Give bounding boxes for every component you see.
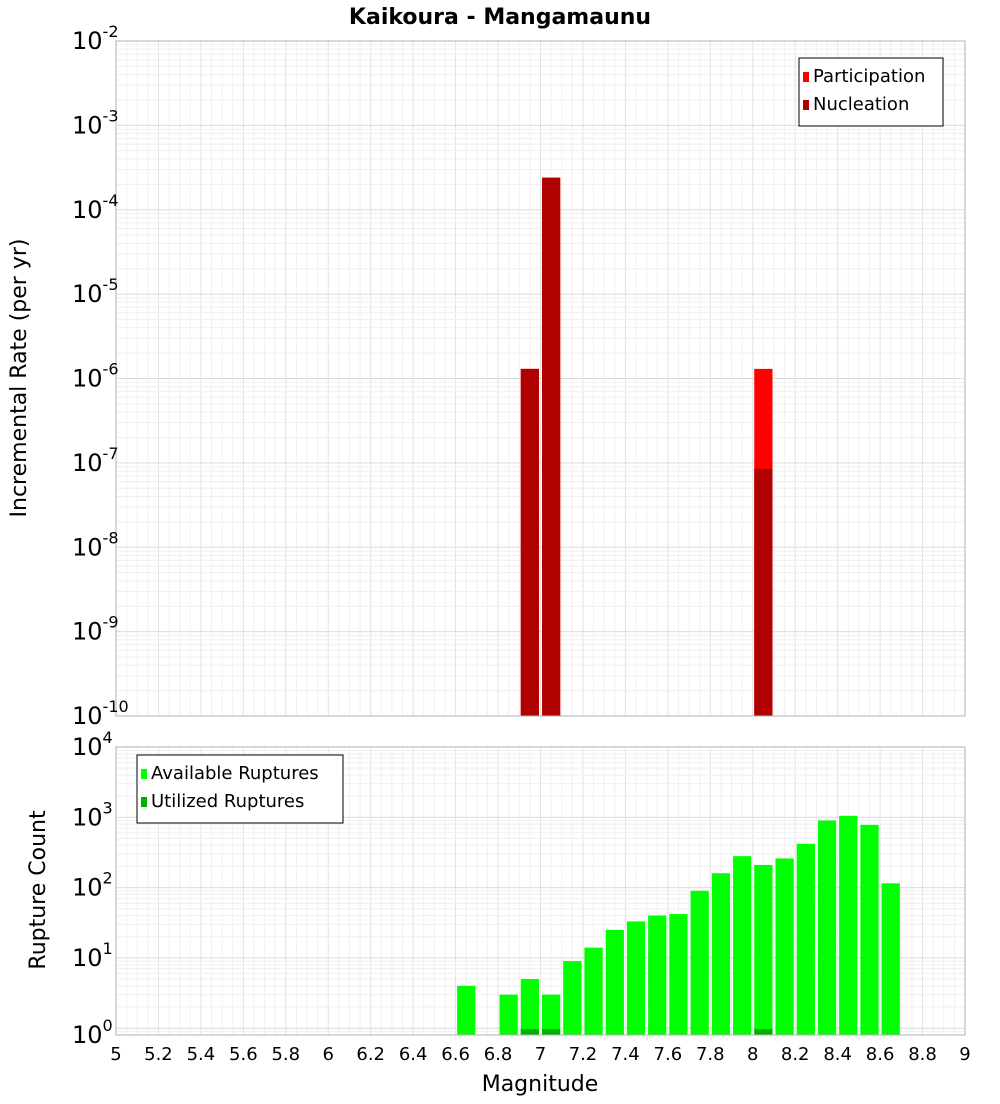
x-tick-label: 6.2 [356,1044,385,1065]
x-tick-label: 8.8 [908,1044,937,1065]
count-bar-available-ruptures [775,858,794,1035]
count-bar-available-ruptures [733,856,752,1035]
rate-bar-nucleation [520,368,539,716]
x-tick-label: 7.6 [654,1044,683,1065]
x-tick-label: 7.4 [611,1044,640,1065]
x-tick-label: 5.6 [229,1044,258,1065]
count-y-tick-label: 102 [72,869,113,902]
count-y-tick-label: 103 [72,798,113,831]
x-tick-label: 7.2 [569,1044,598,1065]
y-axis-label-rate: Incremental Rate (per yr) [7,239,32,518]
x-tick-label: 8 [747,1044,758,1065]
count-bar-available-ruptures [499,994,518,1035]
count-bar-utilized-ruptures [754,1029,773,1035]
x-tick-label: 6.8 [484,1044,513,1065]
count-bar-available-ruptures [669,914,688,1035]
count-bar-available-ruptures [690,890,709,1035]
rate-y-tick-label: 10-4 [72,191,119,224]
x-tick-label: 8.4 [823,1044,852,1065]
count-legend-label: Utilized Ruptures [151,791,304,812]
rate-legend-label: Participation [813,66,925,87]
count-legend-box [136,754,344,824]
count-y-tick-label: 104 [72,728,113,761]
count-bar-available-ruptures [626,921,646,1035]
count-bar-utilized-ruptures [542,1029,561,1035]
rate-y-tick-label: 10-8 [72,528,119,561]
x-tick-label: 7.8 [696,1044,725,1065]
count-bar-available-ruptures [817,820,837,1035]
count-bar-available-ruptures [860,824,879,1035]
rate-legend-box [798,57,944,127]
count-bar-available-ruptures [605,929,624,1035]
x-tick-label: 6.4 [399,1044,428,1065]
count-legend-swatch [141,797,147,807]
rate-y-tick-label: 10-5 [72,275,119,308]
count-bar-available-ruptures [457,985,476,1035]
count-bar-available-ruptures [711,873,731,1035]
x-tick-label: 5.2 [144,1044,173,1065]
x-axis-label-magnitude: Magnitude [482,1072,599,1097]
rate-legend-swatch [803,100,809,110]
x-tick-label: 9 [959,1044,970,1065]
count-bar-utilized-ruptures [520,1029,539,1035]
count-bar-available-ruptures [584,947,603,1035]
rate-plot-border [115,40,966,717]
rate-y-tick-label: 10-6 [72,360,119,393]
rate-y-tick-label: 10-7 [72,444,119,477]
rate-bar-nucleation [542,177,561,716]
count-bar-available-ruptures [563,961,582,1035]
count-legend-label: Available Ruptures [151,763,319,784]
x-tick-label: 8.6 [866,1044,895,1065]
count-plot-border [115,746,966,1036]
count-bar-available-ruptures [542,994,561,1035]
rate-y-tick-label: 10-2 [72,22,119,55]
count-y-tick-label: 101 [72,939,113,972]
rate-legend-label: Nucleation [813,94,909,115]
count-bar-available-ruptures [796,843,815,1035]
chart-title: Kaikoura - Mangamaunu [349,5,651,30]
x-tick-label: 5.4 [187,1044,216,1065]
plot-layer: 10-10 10-9 10-8 10-7 10-6 10-5 10-4 10-3 10-2 Par… [72,22,971,1065]
count-bar-available-ruptures [648,915,667,1035]
rate-y-tick-label: 10-3 [72,106,119,139]
y-axis-label-count: Rupture Count [26,810,51,970]
count-bar-available-ruptures [520,979,539,1035]
x-tick-label: 5 [110,1044,121,1065]
count-bar-available-ruptures [839,815,858,1035]
rate-y-tick-label: 10-9 [72,613,119,646]
rate-bar-nucleation [754,468,773,716]
count-y-tick-label: 100 [72,1016,113,1049]
rate-legend-swatch [803,72,809,82]
count-legend-swatch [141,769,147,779]
x-tick-label: 5.8 [271,1044,300,1065]
x-tick-label: 6.6 [441,1044,470,1065]
rate-y-tick-label: 10-10 [72,697,129,730]
x-tick-label: 7 [535,1044,546,1065]
count-bar-available-ruptures [754,864,773,1035]
count-bar-available-ruptures [881,883,900,1035]
x-tick-label: 6 [323,1044,334,1065]
x-tick-label: 8.2 [781,1044,810,1065]
